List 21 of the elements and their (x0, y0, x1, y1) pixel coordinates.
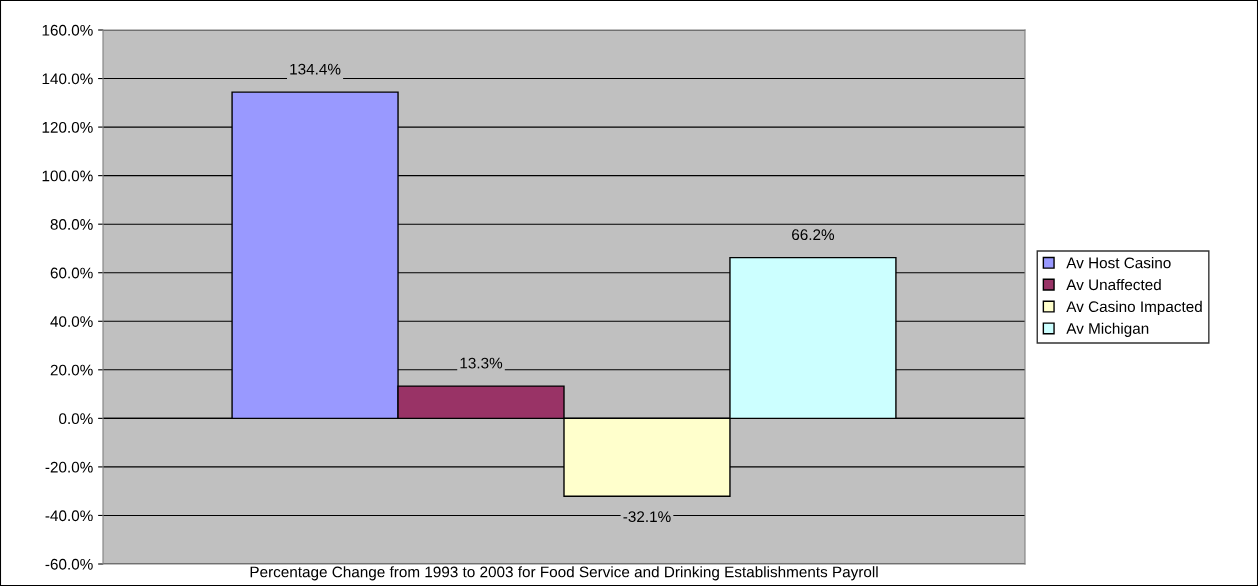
legend-label: Av Michigan (1066, 322, 1149, 337)
legend-label: Av Casino Impacted (1066, 300, 1202, 316)
y-tick-label: 0.0% (59, 413, 93, 425)
y-tick-label: 40.0% (50, 316, 93, 327)
legend-label: Av Host Casino (1066, 257, 1171, 269)
y-tick-label: 140.0% (42, 73, 93, 85)
data-label: -32.1% (623, 511, 671, 523)
legend-label: Av Unaffected (1066, 278, 1161, 291)
y-tick-label: 120.0% (42, 121, 93, 133)
y-tick-label: -20.0% (45, 461, 93, 473)
data-label: 13.3% (460, 357, 503, 369)
x-axis-title: Percentage Change from 1993 to 2003 for Food Service and Drinking Establishments Payroll (250, 566, 878, 581)
y-tick-label: 80.0% (50, 219, 93, 230)
y-tick-label: 100.0% (42, 170, 93, 182)
y-tick-label: 160.0% (42, 24, 93, 36)
y-tick-label: 20.0% (50, 364, 93, 376)
data-label: 66.2% (792, 229, 835, 241)
data-label: 134.4% (290, 63, 341, 75)
y-tick-label: 60.0% (50, 267, 93, 279)
y-tick-label: -40.0% (45, 510, 93, 522)
y-tick-label: -60.0% (45, 558, 93, 570)
